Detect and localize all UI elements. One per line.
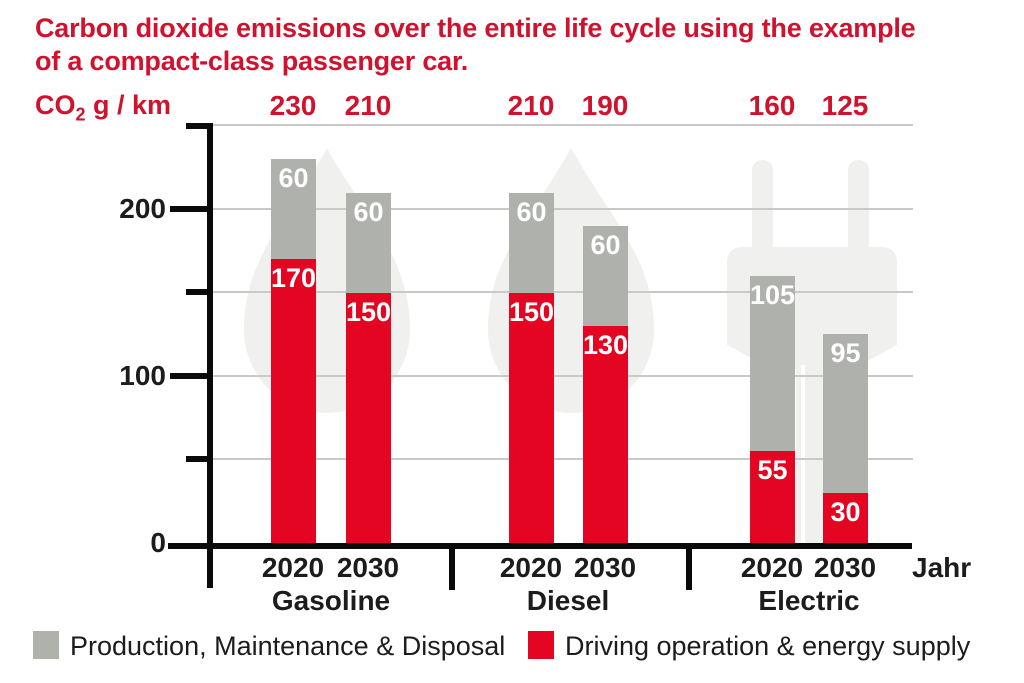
chart-title: Carbon dioxide emissions over the entire… (35, 12, 995, 78)
total-electric-2020: 160 (748, 90, 796, 121)
total-electric-2030: 125 (821, 90, 869, 121)
legend-swatch-driving (528, 631, 554, 659)
total-diesel-2020: 210 (507, 90, 555, 121)
gridline-250 (213, 124, 913, 126)
x-label-gasoline-2020: 2020 (261, 552, 325, 583)
bar-electric-2020-driving: 55 (750, 451, 795, 543)
bar-value-label: 60 (590, 230, 621, 260)
bar-value-label: 55 (757, 455, 788, 485)
x-label-electric-2030: 2030 (813, 552, 877, 583)
group-label-diesel: Diesel (526, 585, 610, 616)
group-label-electric: Electric (758, 585, 860, 616)
y-tick-200 (170, 206, 213, 212)
y-axis-line (207, 123, 213, 588)
bar-value-label: 60 (278, 163, 309, 193)
y-label-200: 200 (119, 193, 166, 224)
unit-subscript: 2 (75, 104, 86, 125)
group-separator-gasoline-diesel (449, 543, 455, 590)
y-axis-unit-label: CO2 g / km (35, 90, 171, 125)
bar-electric-2030-production: 95 (823, 334, 868, 493)
bar-value-label: 130 (583, 330, 629, 360)
bar-value-label: 170 (271, 263, 317, 293)
legend-label-driving: Driving operation & energy supply (565, 631, 971, 661)
y-label-0: 0 (150, 527, 166, 558)
unit-gkm: g / km (85, 90, 172, 120)
bar-diesel-2020-driving: 150 (509, 293, 554, 543)
chart-title-line2: of a compact-class passenger car. (35, 46, 469, 76)
bar-gasoline-2020-production: 60 (271, 159, 316, 259)
x-axis-baseline (168, 543, 912, 549)
y-tick-250 (186, 123, 213, 129)
bar-value-label: 150 (346, 297, 392, 327)
bar-value-label: 30 (830, 497, 861, 527)
x-axis-title: Jahr (912, 552, 972, 583)
bar-diesel-2020-production: 60 (509, 193, 554, 293)
legend-swatch-production (33, 631, 59, 659)
bar-value-label: 150 (509, 297, 555, 327)
bar-diesel-2030-production: 60 (583, 226, 628, 326)
y-tick-150 (186, 289, 213, 295)
x-label-gasoline-2030: 2030 (336, 552, 400, 583)
total-diesel-2030: 190 (581, 90, 629, 121)
bar-gasoline-2030-driving: 150 (346, 293, 391, 543)
total-gasoline-2020: 230 (269, 90, 317, 121)
group-label-gasoline: Gasoline (271, 585, 391, 616)
bar-value-label: 60 (516, 197, 547, 227)
legend-label-production: Production, Maintenance & Disposal (70, 631, 506, 661)
bar-electric-2030-driving: 30 (823, 493, 868, 543)
bar-electric-2020-production: 105 (750, 276, 795, 451)
gridline-100 (213, 375, 913, 377)
y-tick-100 (170, 373, 213, 379)
group-separator-diesel-electric (686, 543, 692, 590)
bar-gasoline-2030-production: 60 (346, 193, 391, 293)
chart-title-line1: Carbon dioxide emissions over the entire… (35, 13, 916, 43)
x-label-diesel-2030: 2030 (573, 552, 637, 583)
x-label-electric-2020: 2020 (740, 552, 804, 583)
x-label-diesel-2020: 2020 (499, 552, 563, 583)
y-label-100: 100 (119, 360, 166, 391)
gridline-150 (213, 291, 913, 293)
bar-value-label: 60 (353, 197, 384, 227)
bar-value-label: 105 (750, 280, 796, 310)
total-gasoline-2030: 210 (344, 90, 392, 121)
y-tick-50 (186, 456, 213, 462)
bar-value-label: 95 (830, 338, 861, 368)
bar-gasoline-2020-driving: 170 (271, 259, 316, 543)
gridline-50 (213, 458, 913, 460)
bar-diesel-2030-driving: 130 (583, 326, 628, 543)
gridline-200 (213, 208, 913, 210)
unit-co: CO (35, 90, 76, 120)
